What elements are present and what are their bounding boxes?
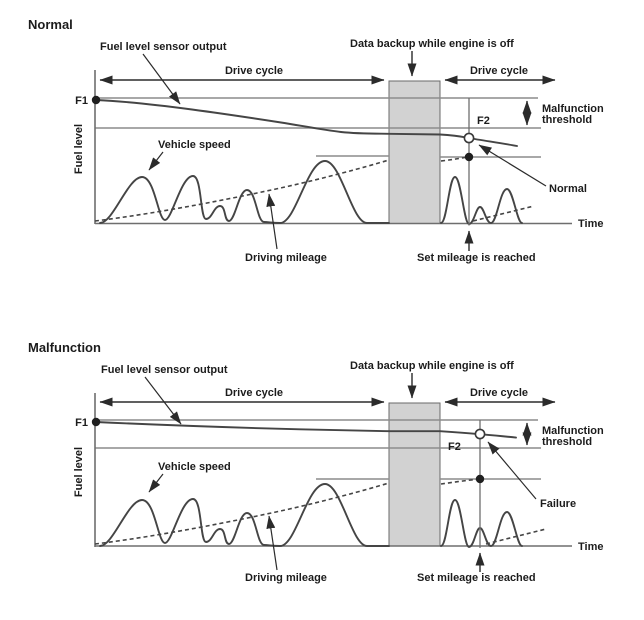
vehicle-speed-label: Vehicle speed: [158, 139, 231, 151]
fuel-level-curve: [95, 421, 517, 439]
sensor-output-leader: [142, 53, 181, 105]
threshold-label-line2: threshold: [542, 436, 592, 448]
malfunction-diagram: Malfunction: [28, 340, 604, 584]
vehicle-speed-curve: [99, 483, 390, 547]
driving-mileage-dashed: [94, 482, 390, 545]
sensor-output-leader: [144, 376, 182, 425]
fuel-level-axis-label: Fuel level: [73, 447, 85, 497]
driving-mileage-label: Driving mileage: [245, 572, 327, 584]
f2-open-circle: [463, 132, 475, 144]
driving-mileage-dashed: [94, 159, 390, 222]
result-leader: [478, 144, 547, 187]
vehicle-speed-leader: [148, 473, 164, 493]
data-backup-band: [388, 80, 441, 224]
drive-cycle-right-label: Drive cycle: [470, 387, 528, 399]
data-backup-label: Data backup while engine is off: [350, 38, 514, 50]
drive-cycle-left-label: Drive cycle: [225, 65, 283, 77]
normal-diagram: Normal: [28, 17, 604, 264]
sensor-output-label: Fuel level sensor output: [100, 41, 227, 53]
driving-mileage-dashed-after-backup: [440, 156, 466, 162]
drive-cycle-left-label: Drive cycle: [225, 387, 283, 399]
threshold-label-line2: threshold: [542, 114, 592, 126]
result-label: Failure: [540, 498, 576, 510]
f1-dot: [91, 417, 101, 427]
driving-mileage-dashed-new-cycle: [485, 528, 547, 545]
data-backup-band: [388, 402, 441, 547]
set-mileage-label: Set mileage is reached: [417, 572, 536, 584]
diagram-title-normal: Normal: [28, 17, 73, 32]
threshold-label-line1: Malfunction: [542, 103, 604, 115]
vehicle-speed-label: Vehicle speed: [158, 461, 231, 473]
f1-dot: [91, 95, 101, 105]
f1-label: F1: [75, 95, 88, 107]
f2-label: F2: [448, 441, 461, 453]
f2-label: F2: [477, 115, 490, 127]
f2-open-circle: [474, 428, 486, 440]
vehicle-speed-curve-after-backup: [440, 499, 523, 548]
driving-mileage-dashed-after-backup: [440, 478, 477, 485]
result-label: Normal: [549, 183, 587, 195]
vehicle-speed-curve-after-backup: [440, 176, 523, 225]
driving-mileage-dashed-new-cycle: [472, 205, 535, 222]
driving-mileage-leader: [266, 193, 278, 250]
vehicle-speed-leader: [148, 151, 164, 171]
vehicle-speed-curve: [99, 160, 390, 224]
driving-mileage-leader: [266, 515, 278, 571]
f1-label: F1: [75, 417, 88, 429]
mileage-reached-dot: [464, 152, 474, 162]
fuel-level-axis-label: Fuel level: [73, 124, 85, 174]
mileage-reached-dot: [475, 474, 485, 484]
data-backup-label: Data backup while engine is off: [350, 360, 514, 372]
set-mileage-label: Set mileage is reached: [417, 252, 536, 264]
time-label: Time: [578, 541, 603, 553]
threshold-label-line1: Malfunction: [542, 425, 604, 437]
sensor-output-label: Fuel level sensor output: [101, 364, 228, 376]
driving-mileage-label: Driving mileage: [245, 252, 327, 264]
result-leader: [487, 441, 537, 500]
diagram-title-malfunction: Malfunction: [28, 340, 101, 355]
time-label: Time: [578, 218, 603, 230]
drive-cycle-right-label: Drive cycle: [470, 65, 528, 77]
